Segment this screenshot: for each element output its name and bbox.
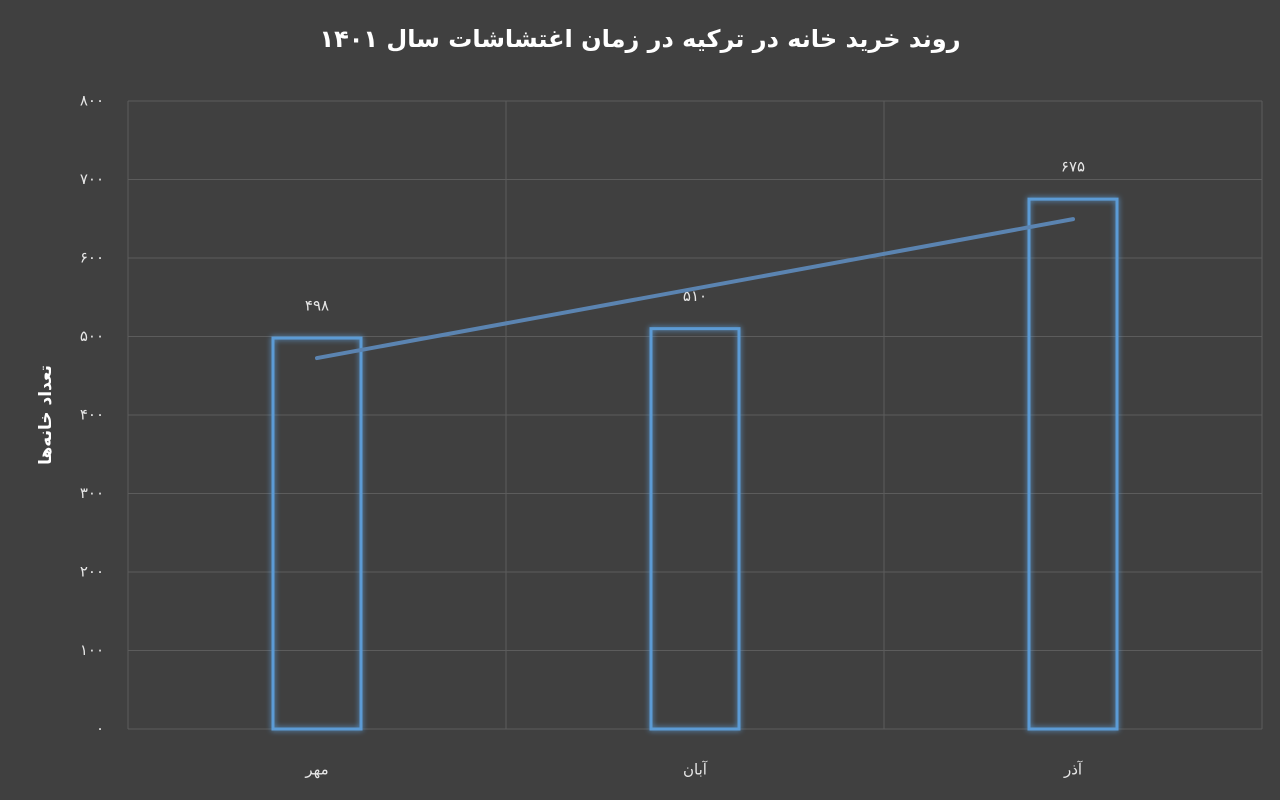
y-tick-label: ۶۰۰ <box>80 249 104 267</box>
value-label: ۶۷۵ <box>1061 158 1085 176</box>
y-tick-label: ۲۰۰ <box>80 563 104 581</box>
x-tick-label: آبان <box>683 761 708 779</box>
y-tick-label: ۸۰۰ <box>80 92 104 110</box>
y-tick-label: ۴۰۰ <box>80 406 104 424</box>
y-tick-label: ۷۰۰ <box>80 170 104 188</box>
y-tick-label: ۳۰۰ <box>80 484 104 502</box>
trendline <box>315 217 1075 361</box>
y-tick-label: ۱۰۰ <box>80 641 104 659</box>
y-tick-label: ۵۰۰ <box>80 327 104 345</box>
y-tick-label: ۰ <box>96 720 104 738</box>
value-label: ۴۹۸ <box>305 297 329 315</box>
x-tick-label: مهر <box>304 761 328 779</box>
bar <box>271 336 363 731</box>
bar <box>1027 197 1119 731</box>
x-tick-label: آذر <box>1063 761 1083 779</box>
chart-title: روند خرید خانه در ترکیه در زمان اغتشاشات… <box>319 25 960 53</box>
y-axis-title: تعداد خانه‌ها <box>36 365 56 465</box>
bar <box>649 327 741 731</box>
